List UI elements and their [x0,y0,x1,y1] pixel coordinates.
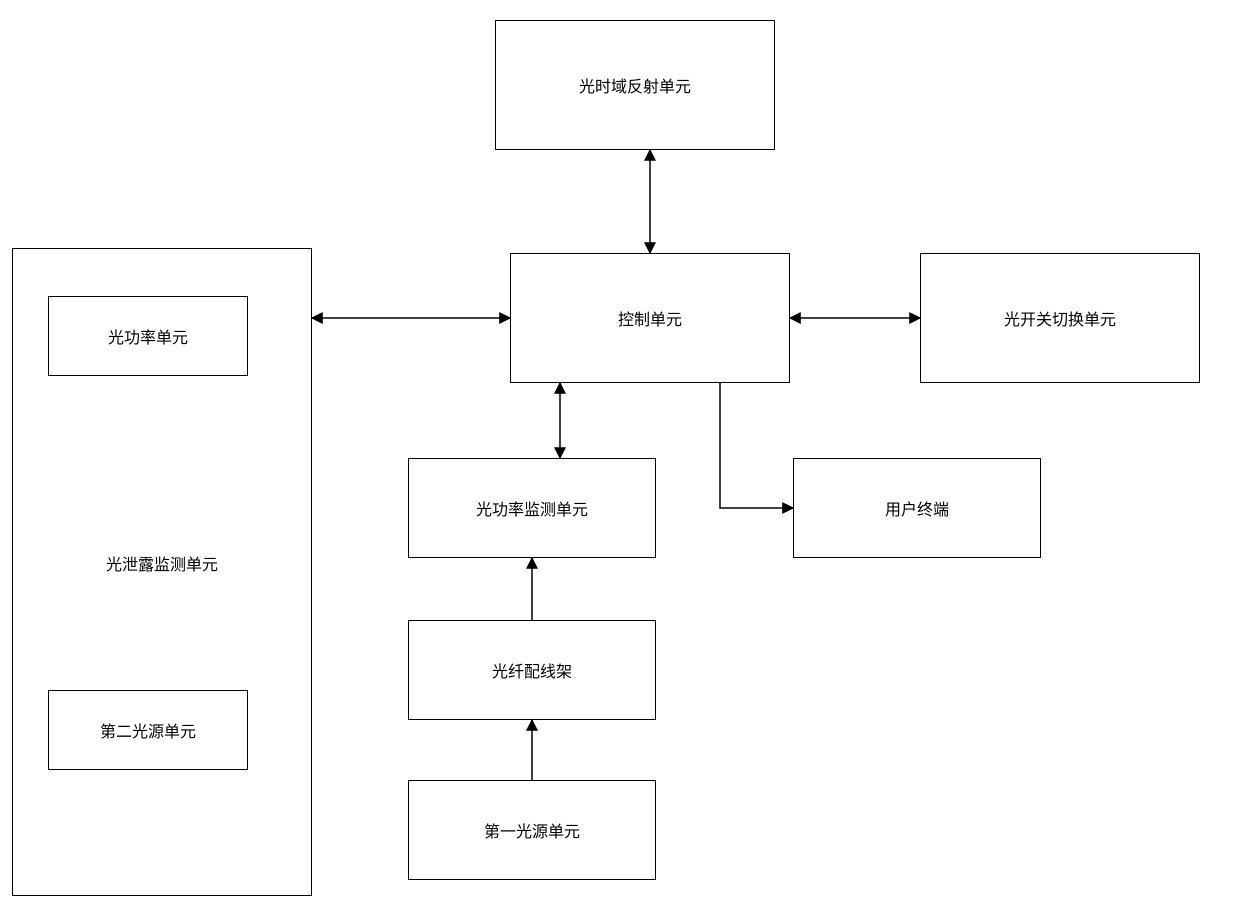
control-unit: 控制单元 [510,253,790,383]
second-light-source-unit: 第二光源单元 [48,690,248,770]
optical-power-unit-label: 光功率单元 [108,324,188,348]
odf-unit: 光纤配线架 [408,620,656,720]
odf-label: 光纤配线架 [492,658,572,682]
optical-power-monitor-label: 光功率监测单元 [476,496,588,520]
optical-switch-unit: 光开关切换单元 [920,253,1200,383]
optical-power-monitor-unit: 光功率监测单元 [408,458,656,558]
user-terminal-label: 用户终端 [885,496,949,520]
user-terminal: 用户终端 [793,458,1041,558]
first-light-source-unit: 第一光源单元 [408,780,656,880]
otdr-unit: 光时域反射单元 [495,20,775,150]
second-light-source-label: 第二光源单元 [100,718,196,742]
optical-power-unit: 光功率单元 [48,296,248,376]
control-unit-label: 控制单元 [618,306,682,330]
leak-monitoring-label: 光泄露监测单元 [106,551,218,575]
otdr-unit-label: 光时域反射单元 [579,73,691,97]
first-light-source-label: 第一光源单元 [484,818,580,842]
optical-switch-label: 光开关切换单元 [1004,306,1116,330]
